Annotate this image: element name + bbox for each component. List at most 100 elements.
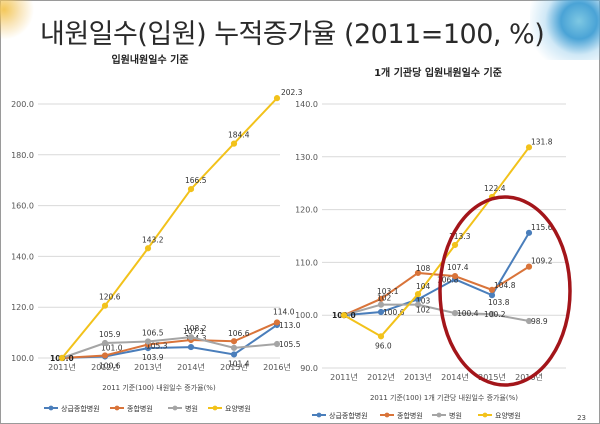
data-label: 100.6 <box>99 361 121 370</box>
data-label: 106.8 <box>437 275 459 284</box>
data-point <box>414 301 422 308</box>
data-label: 100.4 <box>457 309 479 318</box>
data-point <box>273 340 281 348</box>
series-line-2 <box>343 303 530 322</box>
data-point <box>101 352 109 359</box>
data-point <box>377 333 385 340</box>
data-point <box>230 344 238 351</box>
data-label: 96.0 <box>375 341 392 350</box>
data-label: 109.2 <box>531 257 553 266</box>
y-tick-label: 130.0 <box>295 153 318 162</box>
y-tick-label: 160.0 <box>11 202 34 211</box>
legend-label: 병원 <box>185 404 198 413</box>
data-point <box>377 295 385 302</box>
data-label: 106.6 <box>228 329 250 338</box>
x-axis-caption: 2011 기준(100) 1개 기관당 내원일수 증가율(%) <box>370 393 518 402</box>
data-label: 101.4 <box>228 359 250 368</box>
data-point <box>377 308 385 316</box>
series-line-3 <box>61 97 278 359</box>
data-label: 103.9 <box>142 353 164 362</box>
data-point <box>488 292 496 299</box>
data-point <box>273 319 281 326</box>
data-label: 103 <box>416 296 431 305</box>
x-tick-label: 2013년 <box>404 372 432 382</box>
y-tick-label: 200.0 <box>11 100 34 109</box>
legend-label: 상급종합병원 <box>329 411 368 420</box>
series-line-0 <box>343 232 530 317</box>
data-label: 202.3 <box>281 88 303 97</box>
x-tick-label: 2013년 <box>134 362 162 372</box>
data-label: 106.5 <box>142 328 164 337</box>
legend-marker <box>436 412 442 418</box>
data-point <box>273 95 281 102</box>
data-label: 166.5 <box>185 176 207 185</box>
data-point <box>101 302 109 309</box>
legend-marker <box>384 412 390 418</box>
legend-marker <box>316 412 322 418</box>
chart-title: 입원내원일수 기준 <box>111 53 188 66</box>
data-label: 107.4 <box>447 263 469 272</box>
data-point <box>144 338 152 345</box>
x-tick-label: 2011년 <box>48 362 76 372</box>
y-tick-label: 100.0 <box>11 354 34 363</box>
data-point <box>525 144 533 151</box>
chart-title: 1개 기관당 입원내원일수 기준 <box>374 66 502 79</box>
data-point <box>488 286 496 293</box>
data-point <box>377 301 385 308</box>
y-tick-label: 100.0 <box>295 311 318 320</box>
series-line-1 <box>343 265 530 317</box>
data-point <box>187 185 195 193</box>
series-line-1 <box>61 321 278 359</box>
data-point <box>414 269 422 277</box>
data-label: 104.8 <box>494 281 516 290</box>
data-label: 113.3 <box>449 232 471 241</box>
data-point <box>451 309 459 317</box>
slide-title: 내원일수(입원) 누적증가율 (2011=100, %) <box>40 19 545 50</box>
data-label: 103.1 <box>377 287 399 296</box>
data-point <box>187 334 195 341</box>
legend-label: 요양병원 <box>495 411 521 420</box>
data-point <box>340 312 348 319</box>
legend-marker <box>482 412 488 418</box>
data-point <box>230 338 238 345</box>
x-tick-label: 2015년 <box>220 362 248 372</box>
data-point <box>451 273 459 280</box>
data-label: 103.8 <box>488 298 510 307</box>
decorative-splash-right <box>530 0 600 60</box>
legend-label: 종합병원 <box>127 404 153 413</box>
data-label: 107.1 <box>183 327 205 336</box>
data-point <box>525 229 533 236</box>
data-point <box>525 263 533 270</box>
legend-marker <box>48 405 54 411</box>
decorative-splash-left <box>0 0 40 48</box>
data-label: 114.0 <box>273 307 295 316</box>
data-label: 101.0 <box>101 343 123 352</box>
data-label: 108 <box>416 264 431 273</box>
y-tick-label: 110.0 <box>295 258 318 267</box>
data-point <box>58 354 66 362</box>
legend-marker <box>172 405 178 411</box>
y-tick-label: 140.0 <box>295 100 318 109</box>
y-tick-label: 120.0 <box>295 206 318 215</box>
data-label: 102 <box>416 306 431 315</box>
series-line-3 <box>343 146 530 338</box>
x-axis-caption: 2011 기준(100) 내원일수 증가율(%) <box>102 383 216 392</box>
data-label: 120.6 <box>99 293 121 302</box>
data-label: 108.2 <box>185 324 207 333</box>
data-point <box>230 140 238 147</box>
highlight-circle <box>438 195 572 387</box>
data-label: 131.8 <box>531 137 553 146</box>
x-tick-label: 2015년 <box>478 372 506 382</box>
data-point <box>101 339 109 347</box>
data-label: 105.5 <box>279 340 301 349</box>
data-label: 113.0 <box>279 321 301 330</box>
data-label: 143.2 <box>142 235 164 244</box>
legend-label: 요양병원 <box>225 404 251 413</box>
data-point <box>451 241 459 249</box>
data-label: 105.3 <box>146 342 168 351</box>
data-label: 102 <box>377 294 392 303</box>
data-label: 115.6 <box>531 223 553 232</box>
data-label: 105.9 <box>99 330 121 339</box>
y-tick-label: 140.0 <box>11 252 34 261</box>
